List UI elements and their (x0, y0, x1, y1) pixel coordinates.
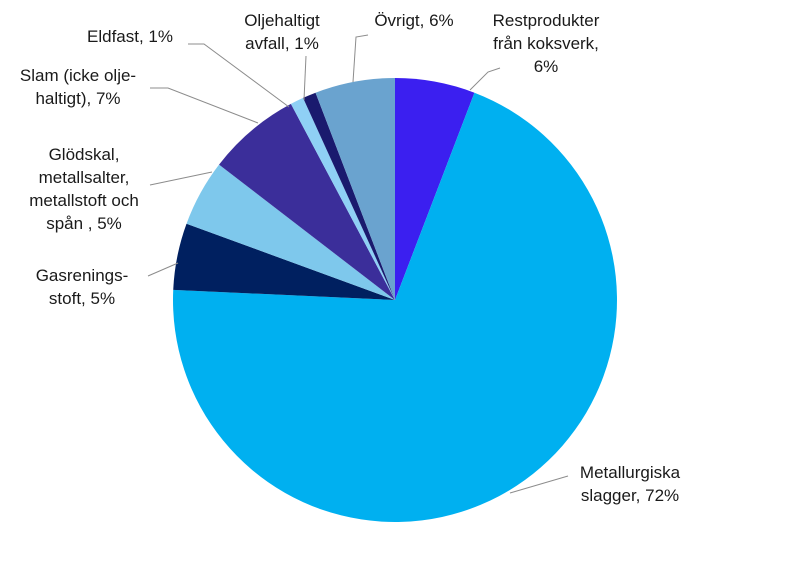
leader-line (469, 67, 501, 91)
leader-line (147, 262, 179, 277)
pie-slice (186, 164, 395, 300)
slice-label-line: haltigt), 7% (35, 89, 120, 108)
leader-line (509, 475, 569, 494)
leader-line (352, 34, 369, 83)
slice-label-line: Glödskal, (49, 145, 120, 164)
pie-slice (290, 97, 395, 301)
leader-line (150, 87, 259, 124)
slice-label: Glödskal, metallsalter, metallstoft och spå… (29, 145, 139, 233)
slice-label: Metallurgiska slagger, 72% (580, 463, 681, 505)
slice-label: Oljehaltigt avfall, 1% (244, 11, 320, 53)
leader-lines (147, 34, 569, 494)
pie-slices (172, 78, 617, 522)
slice-label: Eldfast, 1% (87, 27, 173, 46)
slice-label-line: Eldfast, 1% (87, 27, 173, 46)
slice-label-line: stoft, 5% (49, 289, 115, 308)
slice-label-line: Metallurgiska (580, 463, 681, 482)
slice-label: Restprodukter från koksverk, 6% (493, 11, 600, 76)
slice-label-line: Slam (icke olje- (20, 66, 136, 85)
leader-line (149, 171, 213, 186)
slice-label-line: Övrigt, 6% (374, 11, 453, 30)
slice-label: Övrigt, 6% (374, 11, 453, 30)
slice-label-line: spån , 5% (46, 214, 122, 233)
pie-slice (303, 92, 395, 300)
slice-label-line: från koksverk, (493, 34, 599, 53)
slice-label-line: Restprodukter (493, 11, 600, 30)
slice-label-line: Gasrenings- (36, 266, 129, 285)
slice-label-line: slagger, 72% (581, 486, 679, 505)
pie-slice (395, 78, 475, 300)
pie-slice (173, 223, 395, 300)
slice-label-line: metallsalter, (39, 168, 130, 187)
slice-label-line: metallstoft och (29, 191, 139, 210)
leader-line (188, 43, 290, 108)
slice-label-line: 6% (534, 57, 559, 76)
pie-slice (315, 78, 395, 300)
pie-slice (219, 103, 395, 300)
leader-line (303, 55, 307, 101)
slice-label-line: avfall, 1% (245, 34, 319, 53)
slice-labels: Restprodukter från koksverk, 6% Metallurgis… (20, 11, 681, 505)
pie-slice (172, 92, 617, 522)
slice-label: Slam (icke olje-haltigt), 7% (20, 66, 136, 108)
slice-label: Gasrenings-stoft, 5% (36, 266, 129, 308)
slice-label-line: Oljehaltigt (244, 11, 320, 30)
